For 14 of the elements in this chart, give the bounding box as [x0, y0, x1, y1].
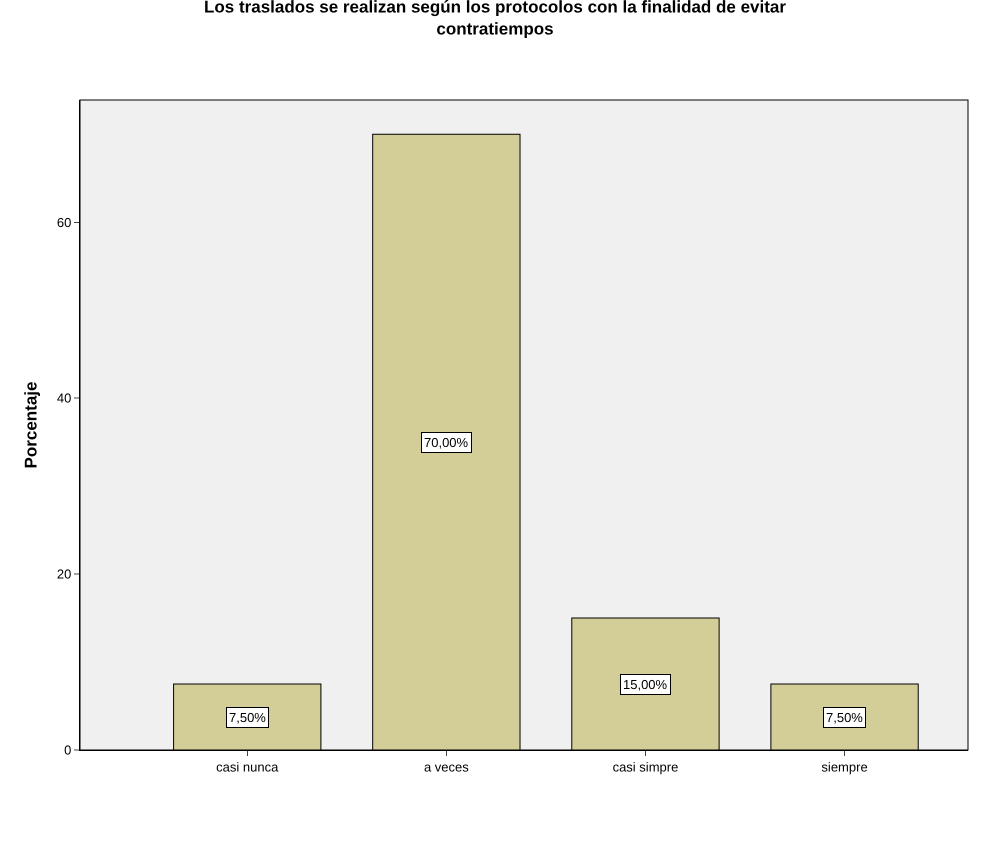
- x-tick-label: siempre: [821, 760, 868, 775]
- data-label: 7,50%: [229, 710, 266, 725]
- data-label: 15,00%: [623, 677, 668, 692]
- data-label: 7,50%: [826, 710, 864, 725]
- y-tick-label: 20: [56, 566, 72, 582]
- data-label: 70,00%: [424, 435, 469, 450]
- x-tick-label: a veces: [424, 760, 470, 775]
- y-tick-label: 40: [56, 390, 72, 406]
- x-tick-label: casi simpre: [612, 760, 678, 775]
- y-axis-title: Porcentaje: [21, 382, 40, 468]
- y-tick-label: 0: [64, 742, 72, 758]
- x-tick-label: casi nunca: [216, 760, 280, 775]
- y-tick-label: 60: [56, 214, 72, 230]
- chart-title: Los traslados se realizan según los protocolos con la finalidad de evitar contratiempos: [204, 0, 786, 39]
